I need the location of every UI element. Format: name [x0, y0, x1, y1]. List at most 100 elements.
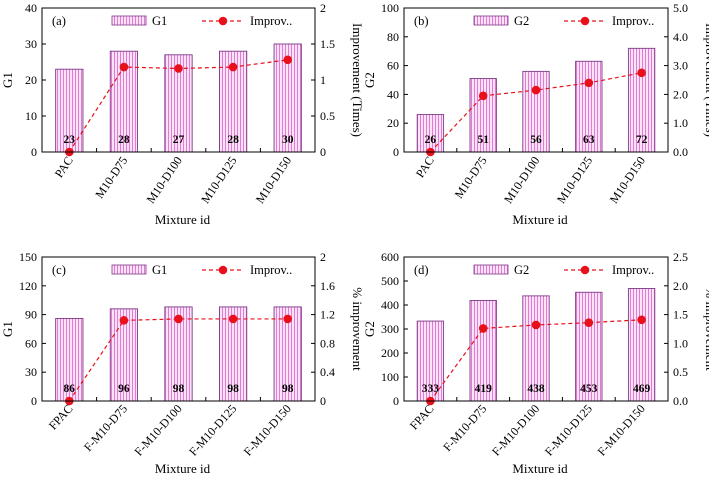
- chart-panel-c: 86 96 98 98 98 0 30 60 90 120 150 0 0.4 0.8 1.2 1.6 2 FPA…: [0, 250, 365, 476]
- y2-tick-label: 0: [320, 394, 326, 408]
- bar-value-label: 28: [118, 134, 130, 146]
- bar-value-label: 453: [580, 383, 598, 395]
- y-tick-label: 400: [381, 298, 399, 312]
- y-tick-label: 10: [25, 109, 37, 123]
- y2-tick-label: 5.0: [673, 1, 688, 15]
- y-axis-title: G1: [0, 321, 15, 337]
- panel-tag: (a): [52, 14, 66, 28]
- legend-line-label: Improv..: [250, 14, 292, 28]
- y2-tick-label: 1.5: [673, 308, 688, 322]
- y-tick-label: 100: [381, 1, 399, 15]
- x-category-label: M10-D125: [198, 154, 239, 206]
- y-tick-label: 60: [25, 336, 37, 350]
- bar-value-label: 23: [64, 134, 76, 146]
- bar-value-label: 96: [118, 383, 130, 395]
- y-tick-label: 300: [381, 322, 399, 336]
- bar-m10-d75: [469, 78, 497, 153]
- y2-tick-label: 1: [320, 73, 326, 87]
- y2-tick-label: 1.5: [320, 37, 335, 51]
- y-tick-label: 0: [31, 145, 37, 159]
- y2-axis-title: Improvement (Times): [350, 23, 365, 137]
- bar-fpac: [416, 320, 445, 402]
- y-tick-label: 90: [25, 308, 37, 322]
- x-category-label: M10-D100: [144, 154, 185, 206]
- y-tick-label: 500: [381, 274, 399, 288]
- legend-line-marker: [580, 265, 590, 275]
- legend-line-marker: [218, 265, 228, 275]
- chart-panel-a: 23 28 27 28 30 0 10 20 30 40 0 0.5 1 1.5 2 PAC M10-D75 M1…: [0, 1, 365, 227]
- y2-tick-label: 0: [320, 145, 326, 159]
- x-axis-title: Mixture id: [512, 212, 568, 227]
- x-category-label: F-M10-D150: [595, 402, 648, 459]
- plot-frame: [403, 7, 669, 153]
- y-tick-label: 600: [381, 250, 399, 264]
- y2-tick-label: 1.0: [673, 336, 688, 350]
- improvement-point: [637, 68, 646, 78]
- bar-value-label: 419: [475, 383, 493, 395]
- x-category-label: M10-D150: [253, 154, 294, 206]
- bar-value-label: 51: [477, 134, 489, 146]
- panel-tag: (b): [414, 14, 429, 28]
- bar-value-label: 86: [64, 383, 76, 395]
- bar-value-label: 72: [636, 134, 648, 146]
- bar-value-label: 469: [633, 383, 651, 395]
- bar-value-label: 438: [527, 383, 545, 395]
- legend-bar-swatch: [111, 264, 147, 275]
- y2-tick-label: 3.0: [673, 59, 688, 73]
- legend-bar-swatch: [111, 15, 147, 26]
- y2-tick-label: 2: [320, 1, 326, 15]
- x-axis-title: Mixture id: [155, 461, 211, 476]
- x-axis-title: Mixture id: [512, 461, 568, 476]
- bar-m10-d125: [218, 50, 248, 153]
- improvement-point: [228, 62, 238, 72]
- improvement-point: [283, 314, 293, 324]
- x-category-label: F-M10-D125: [186, 402, 239, 459]
- bar-value-label: 333: [422, 383, 440, 395]
- y2-axis-title: % improvement: [350, 287, 365, 371]
- y2-tick-label: 0.0: [673, 394, 688, 408]
- x-category-label: M10-D125: [554, 154, 595, 206]
- x-category-label: M10-D150: [607, 154, 648, 206]
- bar-value-label: 28: [227, 134, 239, 146]
- x-category-label: FPAC: [46, 402, 76, 433]
- chart-panel-d: 333 419 438 453 469 0 100 200 300 400 500 600 0.0 0.5…: [362, 250, 709, 476]
- x-category-label: F-M10-D75: [81, 402, 130, 454]
- bar-value-label: 56: [530, 134, 542, 146]
- y2-tick-label: 4.0: [673, 30, 688, 44]
- legend-line-marker: [218, 16, 228, 26]
- y-tick-label: 40: [25, 1, 37, 15]
- y2-tick-label: 2: [320, 250, 326, 264]
- y2-tick-label: 1.6: [320, 279, 335, 293]
- bar-f-m10-d150: [627, 287, 656, 402]
- y2-tick-label: 1.0: [673, 116, 688, 130]
- x-category-label: FPAC: [407, 402, 437, 433]
- y-axis-title: G2: [362, 72, 377, 88]
- legend-bar-label: G1: [152, 14, 167, 28]
- y-tick-label: 100: [381, 370, 399, 384]
- x-category-label: F-M10-D100: [131, 402, 184, 459]
- x-category-label: M10-D75: [92, 154, 130, 201]
- improvement-point: [584, 318, 594, 327]
- x-category-label: F-M10-D150: [241, 402, 294, 459]
- legend-line-label: Improv..: [612, 263, 654, 277]
- y-axis-title: G2: [362, 321, 377, 337]
- bar-value-label: 98: [227, 383, 239, 395]
- legend-line-label: Improv..: [250, 263, 292, 277]
- bar-value-label: 26: [425, 134, 437, 146]
- legend-bar-label: G2: [514, 14, 529, 28]
- improvement-point: [531, 320, 541, 330]
- y-tick-label: 150: [19, 250, 37, 264]
- improvement-point: [228, 314, 238, 324]
- y2-tick-label: 0.4: [320, 365, 335, 379]
- legend-bar-swatch: [473, 15, 509, 26]
- y2-axis-title: % improvement: [703, 287, 709, 371]
- y-tick-label: 0: [393, 145, 399, 159]
- y-tick-label: 60: [387, 59, 399, 73]
- y-tick-label: 80: [387, 30, 399, 44]
- bar-m10-d125: [575, 60, 603, 153]
- y2-tick-label: 0.8: [320, 336, 335, 350]
- x-category-label: F-M10-D100: [489, 402, 542, 459]
- x-category-label: PAC: [52, 154, 76, 180]
- y2-tick-label: 2.0: [673, 87, 688, 101]
